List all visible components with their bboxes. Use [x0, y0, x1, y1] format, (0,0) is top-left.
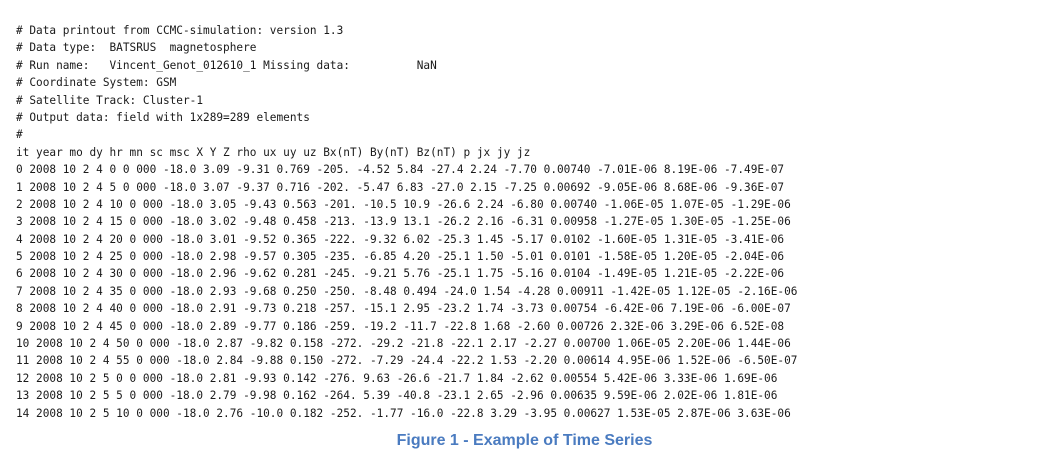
data-printout: # Data printout from CCMC-simulation: ve…	[16, 22, 797, 422]
header-line: #	[16, 128, 23, 142]
header-line: # Data printout from CCMC-simulation: ve…	[16, 24, 344, 37]
data-row: 5 2008 10 2 4 25 0 000 -18.0 2.98 -9.57 …	[16, 250, 785, 264]
data-row: 11 2008 10 2 4 55 0 000 -18.0 2.84 -9.88…	[16, 354, 798, 368]
header-line: # Coordinate System: GSM	[16, 76, 177, 90]
data-row: 4 2008 10 2 4 20 0 000 -18.0 3.01 -9.52 …	[16, 232, 785, 246]
data-row: 10 2008 10 2 4 50 0 000 -18.0 2.87 -9.82…	[16, 337, 791, 351]
data-row: 9 2008 10 2 4 45 0 000 -18.0 2.89 -9.77 …	[16, 319, 785, 333]
data-row: 1 2008 10 2 4 5 0 000 -18.0 3.07 -9.37 0…	[16, 180, 785, 194]
data-row: 3 2008 10 2 4 15 0 000 -18.0 3.02 -9.48 …	[16, 215, 791, 229]
header-line: # Run name: Vincent_Genot_012610_1 Missi…	[16, 58, 437, 72]
figure-caption: Figure 1 - Example of Time Series	[396, 432, 653, 449]
column-header: it year mo dy hr mn sc msc X Y Z rho ux …	[16, 145, 531, 159]
data-row: 7 2008 10 2 4 35 0 000 -18.0 2.93 -9.68 …	[16, 284, 798, 298]
data-row: 0 2008 10 2 4 0 0 000 -18.0 3.09 -9.31 0…	[16, 163, 785, 177]
data-row: 14 2008 10 2 5 10 0 000 -18.0 2.76 -10.0…	[16, 406, 791, 420]
header-line: # Satellite Track: Cluster-1	[16, 93, 204, 107]
data-row: 13 2008 10 2 5 5 0 000 -18.0 2.79 -9.98 …	[16, 389, 778, 403]
header-line: # Output data: field with 1x289=289 elem…	[16, 110, 310, 124]
header-line: # Data type: BATSRUS magnetosphere	[16, 41, 257, 55]
data-row: 6 2008 10 2 4 30 0 000 -18.0 2.96 -9.62 …	[16, 267, 785, 281]
data-row: 12 2008 10 2 5 0 0 000 -18.0 2.81 -9.93 …	[16, 371, 778, 385]
data-row: 8 2008 10 2 4 40 0 000 -18.0 2.91 -9.73 …	[16, 302, 791, 316]
data-row: 2 2008 10 2 4 10 0 000 -18.0 3.05 -9.43 …	[16, 197, 791, 211]
